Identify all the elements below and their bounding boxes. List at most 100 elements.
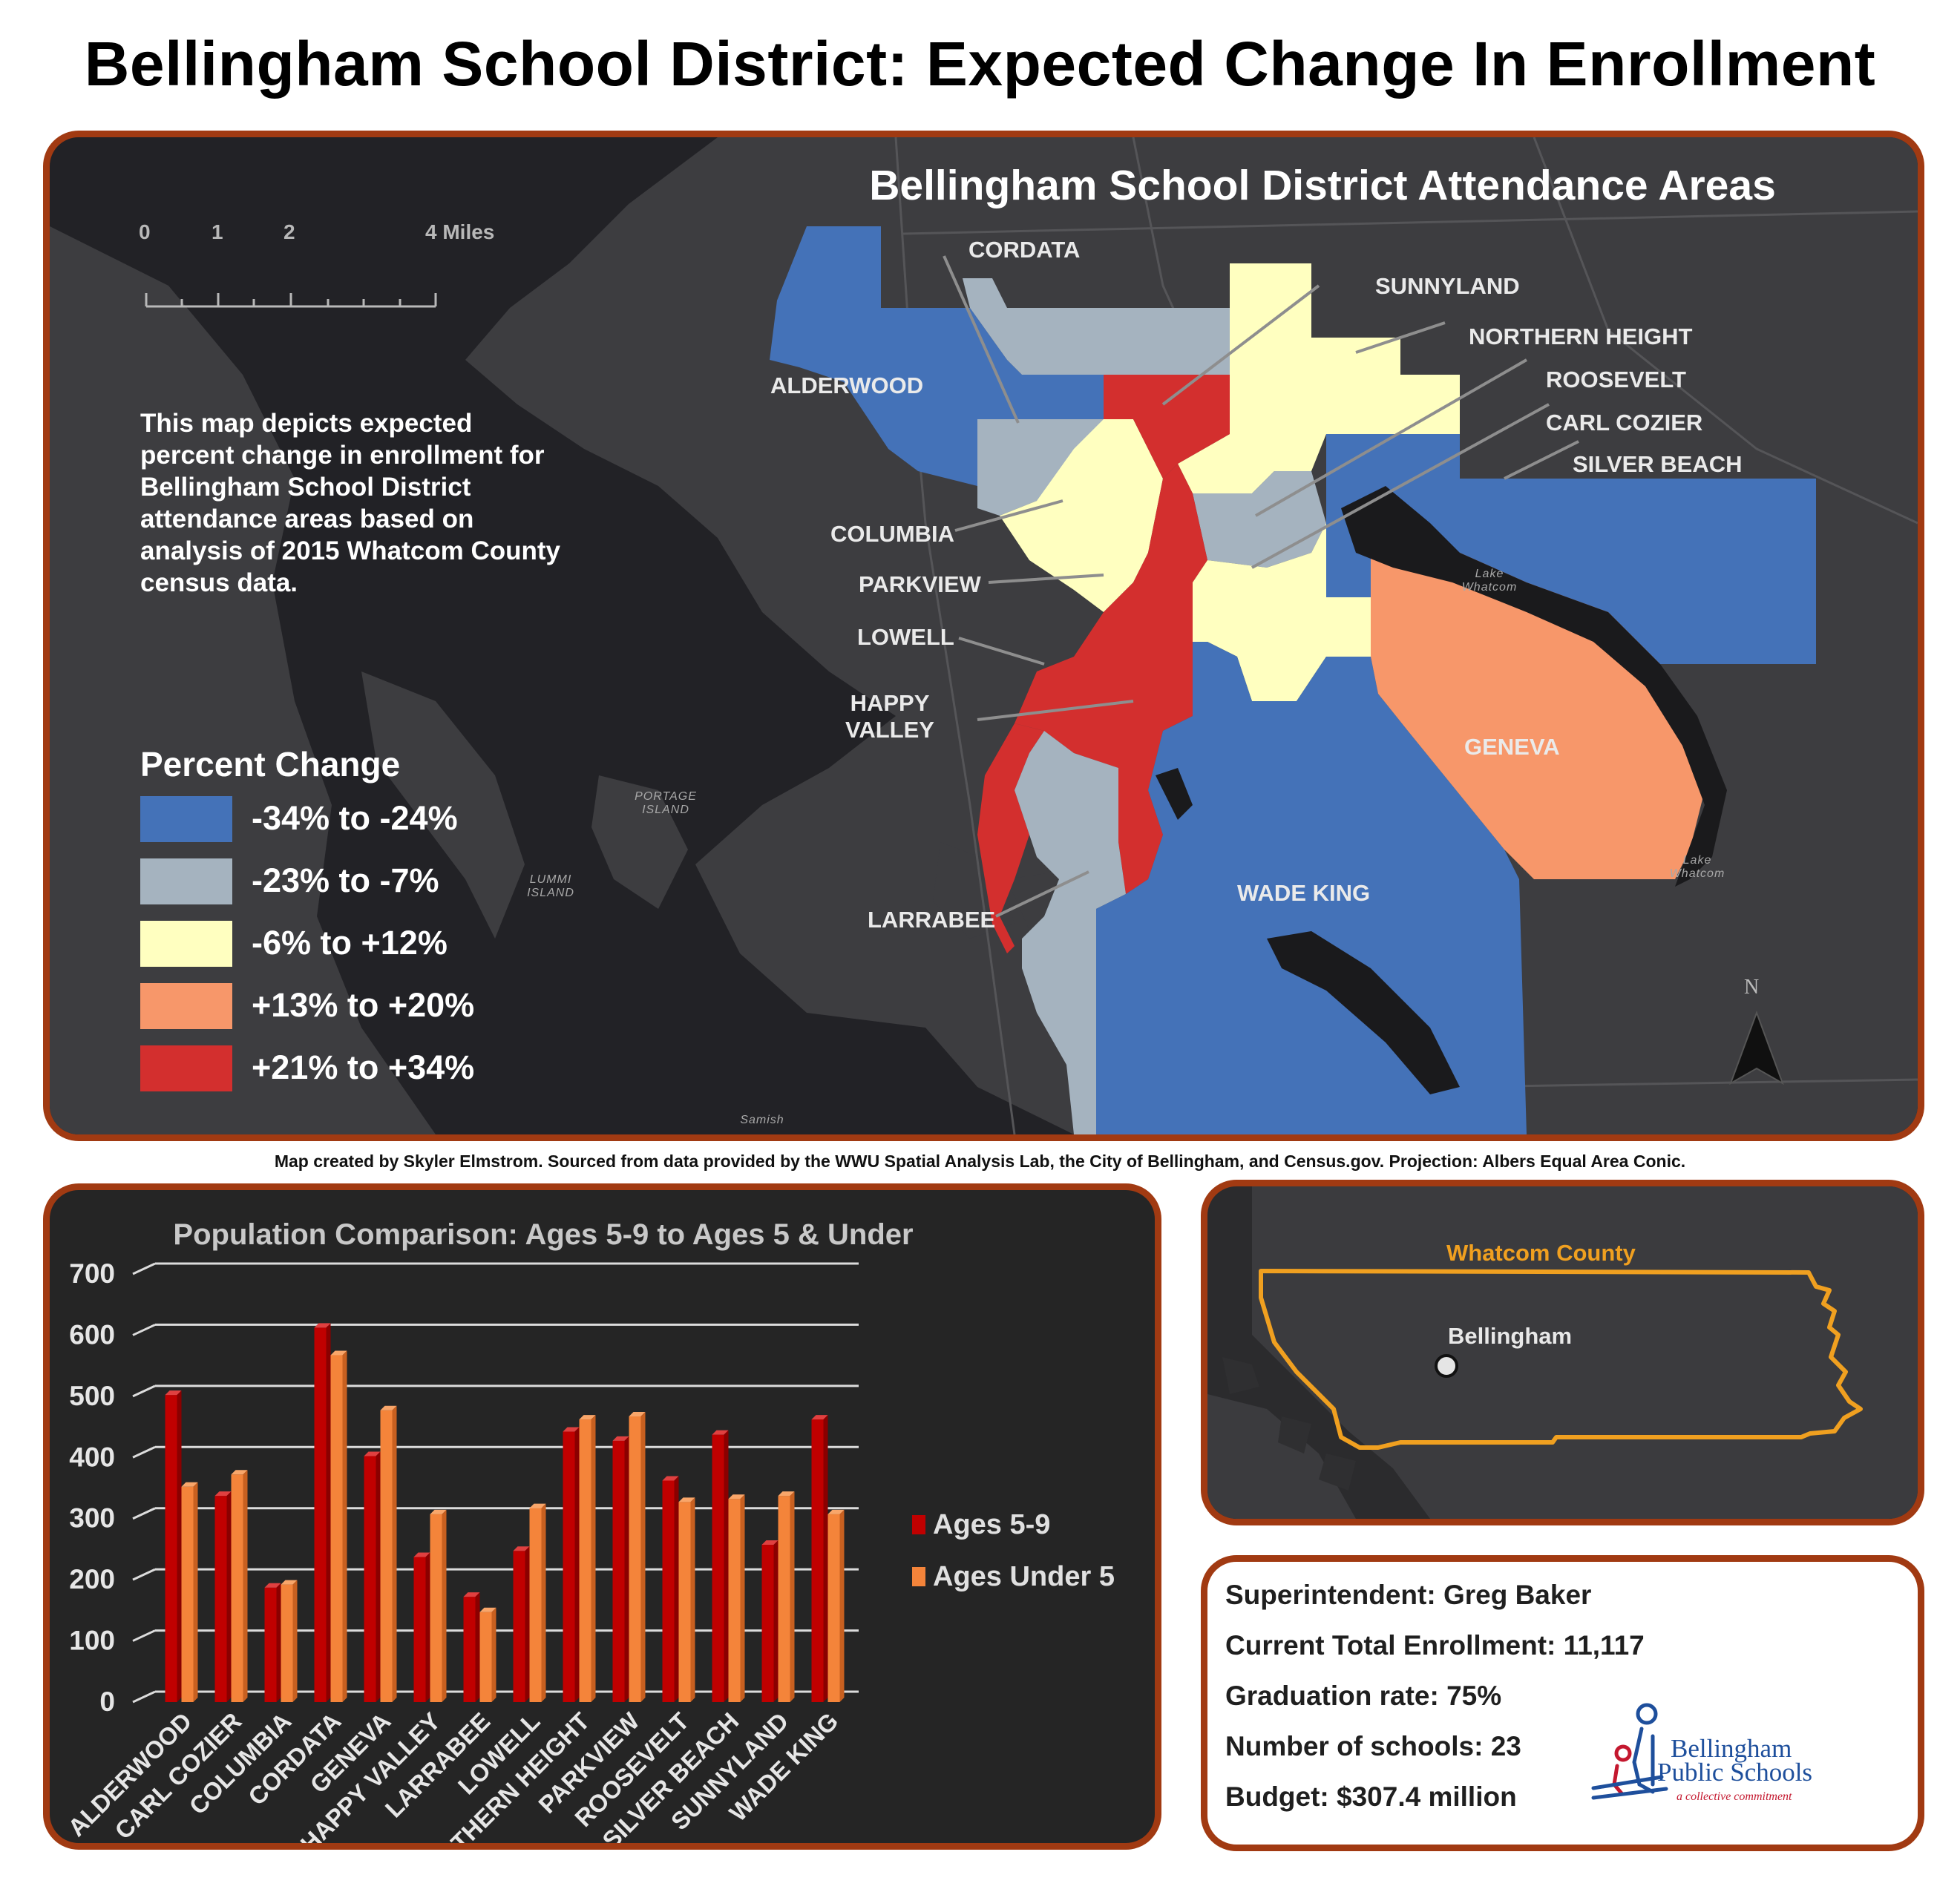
bar-ages-under-5	[778, 1496, 790, 1702]
legend-title: Percent Change	[140, 745, 401, 784]
area-geneva[interactable]	[1371, 538, 1705, 879]
bar-side	[475, 1592, 480, 1702]
label-lake-whatcom-south: Lake Whatcom	[1653, 854, 1742, 881]
bar-ages-under-5	[529, 1508, 542, 1702]
lummi-line1: LUMMI	[529, 873, 572, 886]
chart-legend-ages-5-9: Ages 5-9	[933, 1509, 1051, 1540]
label-portage-island: PORTAGE ISLAND	[621, 790, 710, 817]
bar-side	[740, 1494, 745, 1702]
bar-ages-under-5	[430, 1514, 442, 1702]
bar-ages-5-9	[513, 1551, 525, 1702]
bellingham-schools-logo-icon	[1591, 1703, 1668, 1800]
gridline-perspective	[132, 1690, 156, 1704]
label-sunnyland: SUNNYLAND	[1375, 273, 1520, 299]
bar-ages-under-5	[629, 1416, 641, 1702]
area-wade-king[interactable]	[1096, 642, 1527, 1134]
bar-top	[314, 1323, 331, 1328]
chart-panel: Population Comparison: Ages 5-9 to Ages …	[43, 1183, 1161, 1850]
bar-side	[724, 1430, 729, 1702]
legend-label: +13% to +20%	[252, 986, 475, 1024]
gridline-perspective	[132, 1262, 156, 1275]
bar-ages-under-5	[827, 1514, 840, 1702]
lummi-line2: ISLAND	[527, 887, 574, 899]
label-lowell: LOWELL	[857, 624, 954, 650]
page-title: Bellingham School District: Expected Cha…	[84, 29, 1876, 99]
label-silver-beach: SILVER BEACH	[1573, 451, 1743, 477]
bar-side	[640, 1411, 646, 1702]
gridline-perspective	[132, 1568, 156, 1581]
legend-swatch	[140, 858, 232, 904]
gridline-perspective	[132, 1445, 156, 1459]
bar-side	[376, 1451, 381, 1702]
legend-label: -23% to -7%	[252, 861, 439, 899]
legend-swatch	[140, 983, 232, 1029]
locator-panel: Whatcom County Bellingham	[1201, 1180, 1924, 1525]
bar-side	[442, 1509, 447, 1702]
legend-label: -6% to +12%	[252, 924, 448, 962]
bar-top	[579, 1415, 596, 1420]
bar-top	[165, 1390, 182, 1396]
logo-line2: Public Schools	[1657, 1758, 1813, 1787]
label-lake-whatcom-north: Lake Whatcom	[1445, 568, 1534, 594]
gridline-perspective	[132, 1324, 156, 1336]
bar-top	[728, 1494, 745, 1500]
logo-line1: Bellingham	[1671, 1734, 1792, 1763]
bar-top	[778, 1491, 795, 1497]
north-arrow-icon	[1729, 1011, 1784, 1085]
bar-ages-5-9	[712, 1434, 724, 1702]
bar-ages-5-9	[563, 1431, 575, 1702]
bar-top	[231, 1470, 248, 1475]
bellingham-point-icon	[1435, 1354, 1458, 1378]
scale-tick-2: 2	[283, 220, 295, 243]
locator-land	[1207, 1186, 1918, 1519]
y-tick-label: 0	[99, 1686, 115, 1717]
bar-side	[342, 1350, 347, 1702]
lake-whatcom-1b: Whatcom	[1461, 581, 1518, 594]
gridline-perspective	[132, 1507, 156, 1520]
bar-top	[479, 1607, 496, 1612]
bar-side	[292, 1580, 298, 1702]
area-lowell[interactable]	[1015, 464, 1207, 894]
bar-side	[624, 1436, 629, 1702]
y-tick-label: 400	[69, 1442, 115, 1472]
map-panel: Bellingham School District Attendance Ar…	[43, 131, 1924, 1141]
bar-top	[678, 1497, 695, 1502]
bar-side	[574, 1427, 580, 1702]
bellingham-label: Bellingham	[1448, 1323, 1573, 1349]
legend-swatch	[140, 796, 232, 842]
bar-ages-5-9	[463, 1597, 476, 1702]
portage-line1: PORTAGE	[635, 790, 697, 803]
bar-side	[226, 1491, 232, 1702]
bar-side	[790, 1491, 795, 1702]
bar-ages-under-5	[330, 1355, 343, 1702]
bar-ages-5-9	[811, 1419, 824, 1702]
label-geneva: GENEVA	[1464, 734, 1560, 760]
bar-side	[839, 1509, 845, 1702]
total-enrollment: Current Total Enrollment: 11,117	[1225, 1630, 1645, 1661]
bar-ages-under-5	[579, 1419, 591, 1702]
bar-ages-under-5	[479, 1612, 492, 1702]
area-columbia[interactable]	[1000, 419, 1163, 612]
label-happy-valley: HAPPY VALLEY	[838, 690, 942, 743]
scale-bar	[145, 293, 437, 308]
bar-ages-under-5	[281, 1584, 293, 1702]
area-larrabee[interactable]	[1015, 731, 1126, 1134]
bar-ages-under-5	[380, 1410, 393, 1702]
area-alderwood[interactable]	[770, 226, 1104, 486]
bar-side	[674, 1476, 679, 1702]
area-happy-valley[interactable]	[977, 723, 1044, 953]
label-alderwood: ALDERWOOD	[770, 372, 924, 398]
label-happy: HAPPY	[850, 690, 930, 716]
bar-ages-under-5	[678, 1502, 691, 1702]
number-of-schools: Number of schools: 23	[1225, 1731, 1521, 1761]
bar-top	[662, 1476, 679, 1481]
legend-swatch	[140, 921, 232, 967]
label-valley: VALLEY	[845, 717, 934, 743]
north-label: N	[1744, 976, 1760, 999]
area-carl-cozier[interactable]	[977, 419, 1104, 516]
bar-top	[281, 1580, 298, 1585]
bar-ages-5-9	[364, 1456, 376, 1702]
bar-ages-under-5	[728, 1499, 741, 1702]
chart-title: Population Comparison: Ages 5-9 to Ages …	[173, 1218, 914, 1251]
whatcom-locator-map	[1207, 1186, 1918, 1519]
